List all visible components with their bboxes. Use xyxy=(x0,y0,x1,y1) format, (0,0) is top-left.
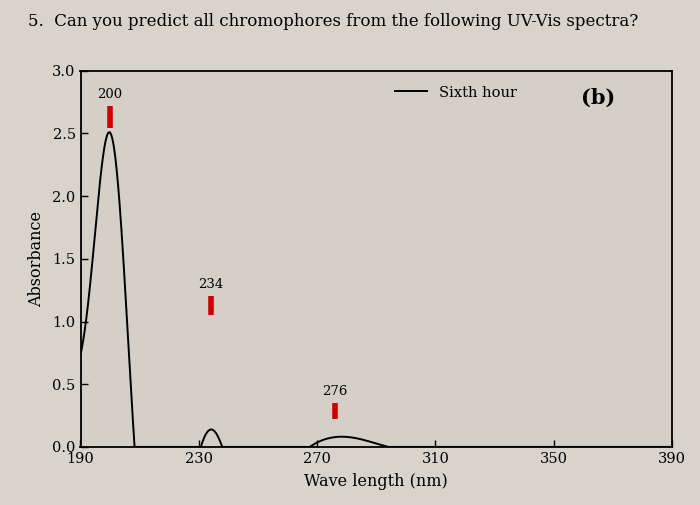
Y-axis label: Absorbance: Absorbance xyxy=(28,211,46,307)
Legend: Sixth hour: Sixth hour xyxy=(395,85,517,99)
Text: (b): (b) xyxy=(581,88,615,108)
Text: 200: 200 xyxy=(97,88,122,101)
Text: 276: 276 xyxy=(322,385,347,398)
X-axis label: Wave length (nm): Wave length (nm) xyxy=(304,473,448,490)
Text: 5.  Can you predict all chromophores from the following UV-Vis spectra?: 5. Can you predict all chromophores from… xyxy=(28,13,638,30)
Text: 234: 234 xyxy=(198,278,223,291)
